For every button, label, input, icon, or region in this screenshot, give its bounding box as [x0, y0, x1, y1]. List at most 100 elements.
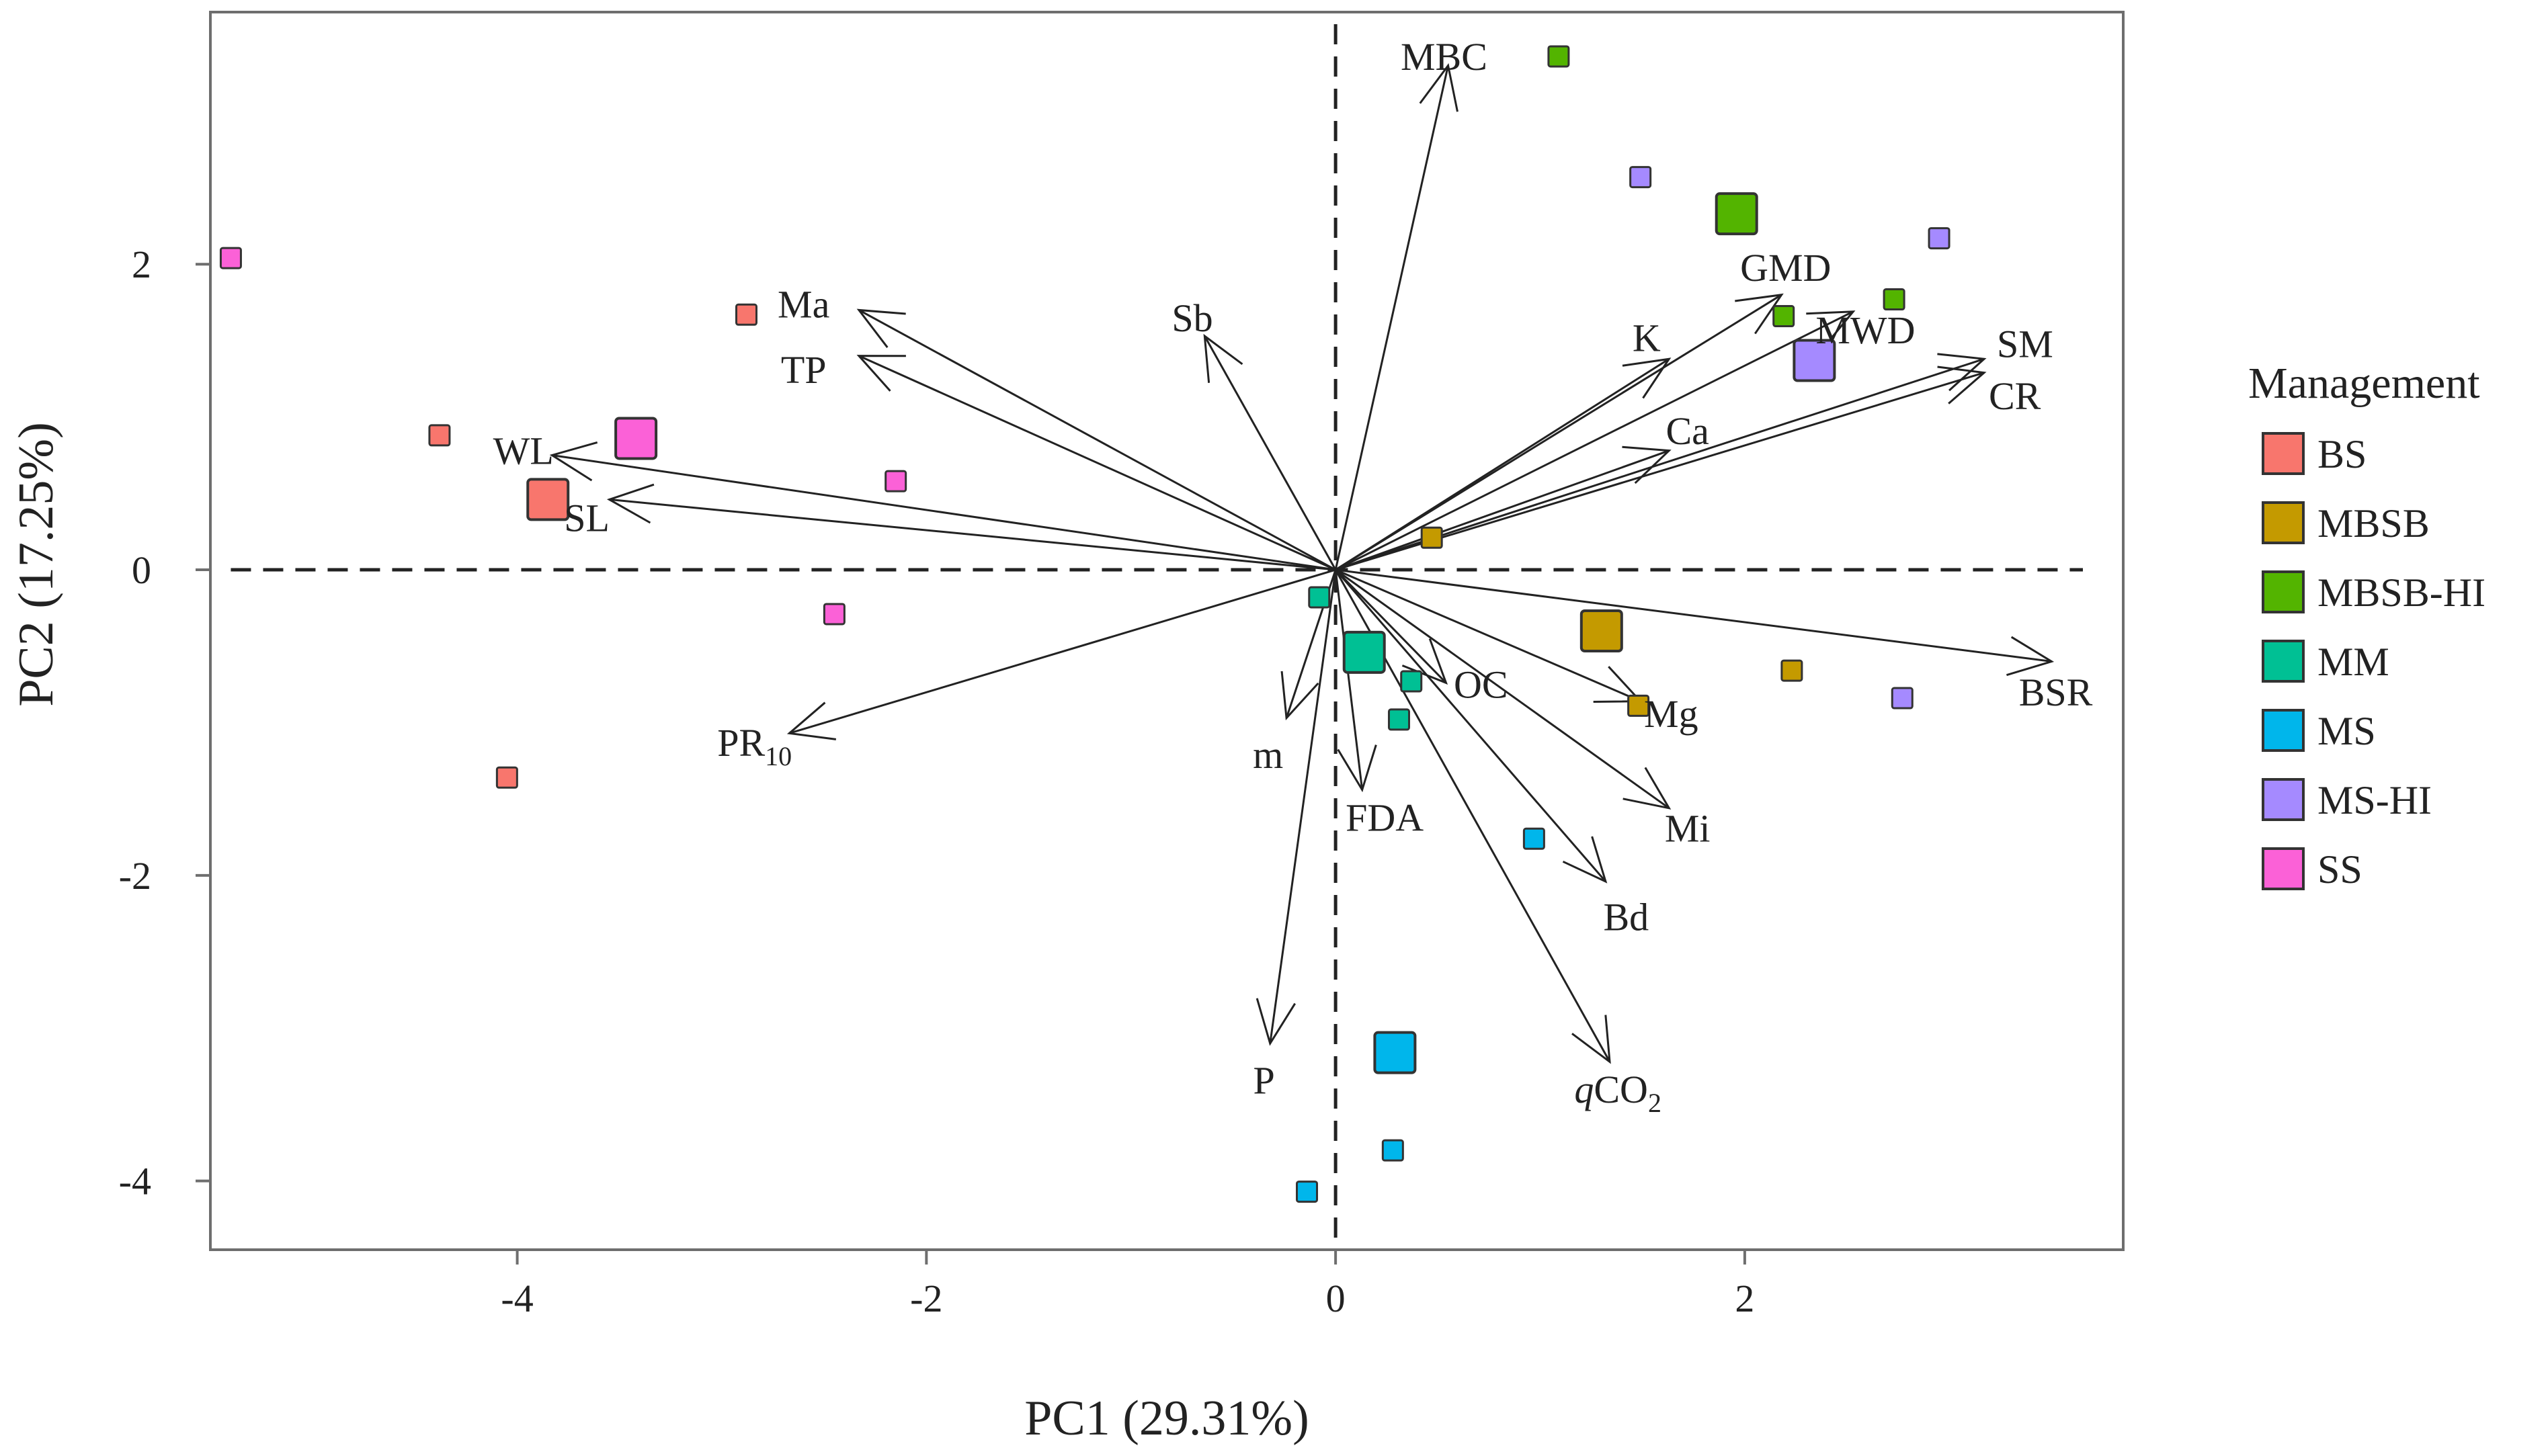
y-tick-label: 2	[132, 243, 151, 286]
legend-label-ss: SS	[2317, 847, 2362, 892]
point-mm	[1387, 708, 1410, 731]
legend-swatch-ss	[2262, 847, 2305, 890]
loading-arrow-sb	[1203, 333, 1337, 570]
series-ss	[219, 247, 907, 626]
arrow-shaft	[609, 498, 1336, 571]
arrow-head	[1622, 445, 1672, 484]
arrow-shaft	[552, 454, 1336, 571]
point-bs	[495, 766, 518, 789]
legend-label-ms: MS	[2317, 709, 2376, 753]
arrow-head	[786, 701, 837, 740]
centroid-bs	[526, 478, 570, 521]
point-mbsb	[1627, 694, 1650, 717]
arrow-head	[1419, 63, 1458, 112]
loading-label-mwd: MWD	[1815, 308, 1915, 352]
point-mbsb-hi	[1547, 45, 1570, 68]
arrow-head	[1280, 671, 1319, 721]
point-mbsb-hi	[1772, 305, 1795, 328]
arrow-shaft	[858, 309, 1336, 571]
loading-arrow-ma	[856, 308, 1336, 571]
legend-label-mbsb-hi: MBSB-HI	[2317, 570, 2485, 615]
arrow-shaft	[1335, 357, 1985, 571]
point-ss	[219, 247, 242, 269]
arrow-head	[606, 483, 655, 524]
arrow-head	[1735, 293, 1784, 335]
arrow-shaft	[1335, 357, 1670, 571]
point-ss	[823, 603, 846, 626]
loading-label-wl: WL	[493, 429, 554, 473]
loading-arrow-p	[1256, 569, 1337, 1046]
arrow-head	[1806, 310, 1856, 349]
series-bs	[428, 303, 757, 789]
loading-arrow-k	[1335, 357, 1672, 571]
arrow-head	[1562, 836, 1608, 884]
legend-entry-bs: BS	[2262, 432, 2367, 476]
series-mm	[1308, 586, 1423, 731]
plot-frame	[209, 11, 2125, 1251]
centroid-ms-hi	[1793, 339, 1836, 382]
centroid-mbsb-hi	[1715, 192, 1758, 236]
loading-label-mbc: MBC	[1401, 35, 1487, 79]
arrow-head	[549, 441, 598, 482]
legend-entry-mbsb-hi: MBSB-HI	[2262, 570, 2485, 615]
x-tick-label: -2	[910, 1277, 942, 1320]
loading-arrow-sl	[606, 483, 1336, 571]
loading-label-mi: Mi	[1665, 806, 1711, 850]
arrow-head	[1937, 353, 1987, 392]
point-ms-hi	[1928, 227, 1950, 250]
arrow-shaft	[858, 355, 1336, 571]
point-mm	[1308, 586, 1331, 609]
point-ms	[1522, 827, 1545, 850]
series-mbsb	[1420, 526, 1803, 717]
arrow-shaft	[1269, 569, 1337, 1044]
point-ms-hi	[1891, 687, 1914, 710]
arrow-head	[856, 355, 906, 392]
loading-label-fda: FDA	[1346, 796, 1424, 839]
x-tick-label: -4	[501, 1277, 533, 1320]
loading-arrow-mwd	[1335, 310, 1856, 571]
legend-entries: BS MBSB MBSB-HI MM MS MS-HI SS	[2262, 432, 2485, 892]
legend-label-mm: MM	[2317, 640, 2389, 684]
arrow-head	[2006, 636, 2055, 677]
centroid-ms	[1373, 1031, 1417, 1074]
legend-swatch-ms-hi	[2262, 778, 2305, 821]
loading-label-bsr: BSR	[2019, 671, 2093, 714]
point-mm	[1400, 670, 1423, 693]
loading-label-sm: SM	[1997, 322, 2053, 366]
loading-label-p: P	[1253, 1059, 1274, 1103]
point-bs	[428, 424, 451, 447]
point-mbsb-hi	[1883, 288, 1905, 311]
loading-label-tp: TP	[781, 348, 827, 392]
centroid-mbsb	[1579, 609, 1623, 652]
legend-entry-mbsb: MBSB	[2262, 501, 2430, 546]
arrow-head	[1337, 744, 1377, 793]
loading-label-oc: OC	[1454, 663, 1508, 707]
axes: -4 -2 0 2 -4 -2 0 2	[119, 243, 1755, 1320]
legend-label-ms-hi: MS-HI	[2317, 778, 2432, 822]
arrow-head	[1203, 333, 1243, 383]
loading-label-qco2: qCO2	[1574, 1068, 1661, 1118]
arrow-shaft	[788, 568, 1336, 734]
y-tick-label: -4	[119, 1160, 151, 1203]
loading-label-k: K	[1633, 316, 1661, 359]
legend-label-bs: BS	[2317, 432, 2367, 476]
loading-label-pr10: PR10	[717, 721, 792, 771]
loading-arrow-tp	[856, 355, 1336, 571]
loading-label-m: m	[1253, 733, 1283, 777]
legend-title: Management	[2248, 359, 2480, 408]
legend: Management BS MBSB MBSB-HI MM MS MS-HI SS	[2248, 359, 2485, 892]
centroid-mm	[1342, 630, 1386, 674]
loading-arrow-bd	[1334, 569, 1608, 884]
arrow-head	[856, 308, 906, 349]
loading-label-sb: Sb	[1172, 296, 1213, 340]
arrow-head	[1256, 998, 1297, 1046]
legend-entry-ms: MS	[2262, 709, 2376, 753]
point-mbsb	[1780, 659, 1803, 682]
arrow-shaft	[1334, 569, 1364, 790]
point-ms-hi	[1629, 166, 1652, 189]
legend-swatch-ms	[2262, 709, 2305, 752]
centroid-ss	[614, 417, 658, 460]
arrow-shaft	[1335, 372, 1985, 571]
loading-arrow-fda	[1334, 569, 1377, 793]
